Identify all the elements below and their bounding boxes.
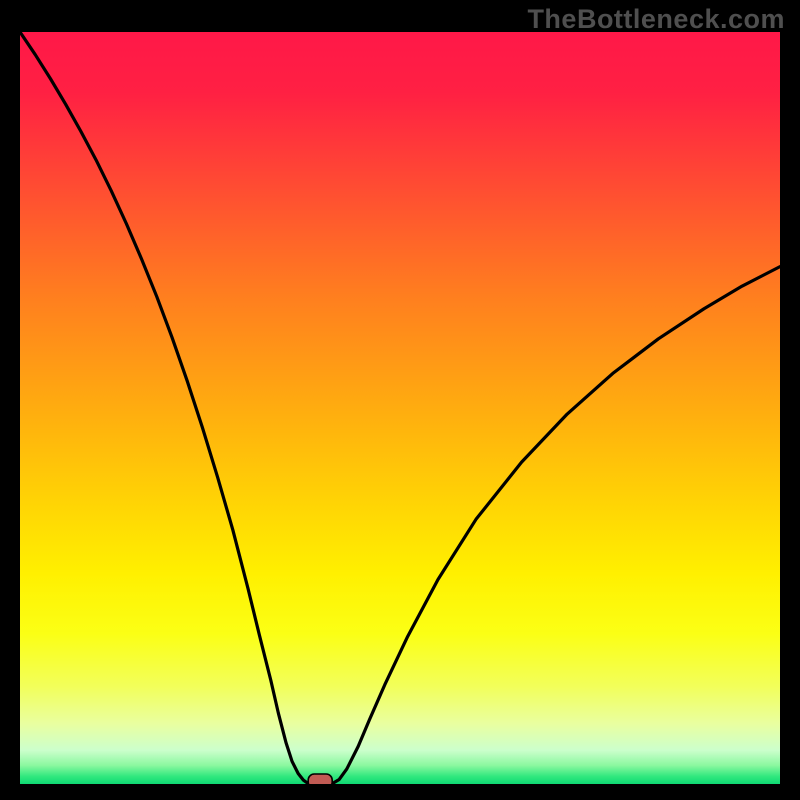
watermark-text: TheBottleneck.com	[527, 4, 785, 35]
plot-area	[20, 32, 780, 784]
plot-background	[20, 32, 780, 784]
plot-svg	[20, 32, 780, 784]
optimal-point-marker	[308, 774, 332, 784]
chart-canvas: TheBottleneck.com	[0, 0, 800, 800]
